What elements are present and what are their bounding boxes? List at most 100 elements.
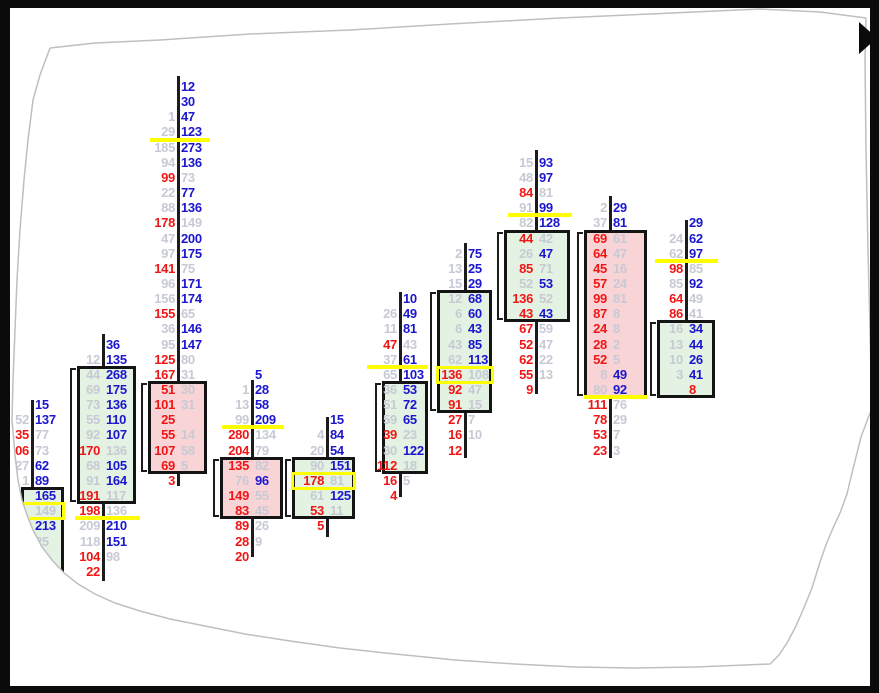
bid-volume: 47 <box>383 336 397 352</box>
bid-volume: 125 <box>154 351 175 367</box>
ask-volume: 68 <box>468 291 482 307</box>
bid-volume: 22 <box>161 185 175 201</box>
ask-volume: 108 <box>468 366 489 382</box>
ask-volume: 34 <box>689 321 703 337</box>
ask-volume: 81 <box>613 291 627 307</box>
bid-volume: 69 <box>86 382 100 397</box>
ask-volume: 49 <box>613 366 627 382</box>
bid-volume: 185 <box>154 139 175 155</box>
bid-volume: 15 <box>519 154 533 170</box>
bid-volume: 2 <box>600 200 607 216</box>
frame-top <box>0 0 879 8</box>
ask-volume: 29 <box>468 275 482 291</box>
ask-volume: 49 <box>689 291 703 307</box>
bid-volume: 37 <box>593 215 607 231</box>
ask-volume: 29 <box>613 200 627 216</box>
bid-volume: 67 <box>519 321 533 337</box>
bid-volume: 48 <box>519 169 533 185</box>
bid-volume: 43 <box>448 336 462 352</box>
bid-volume: 97 <box>161 245 175 261</box>
bid-volume: 64 <box>669 291 683 307</box>
ask-volume: 75 <box>468 245 482 261</box>
ask-volume: 8 <box>689 382 696 397</box>
bid-volume: 136 <box>512 291 533 307</box>
ask-volume: 175 <box>106 382 127 397</box>
bid-volume: 11 <box>383 321 397 337</box>
ask-volume: 36 <box>106 336 120 352</box>
ask-volume: 31 <box>181 366 195 382</box>
ask-volume: 81 <box>539 185 553 201</box>
bid-volume: 37 <box>383 351 397 367</box>
highlight-line-8 <box>584 395 647 400</box>
ask-volume: 146 <box>181 321 202 337</box>
ask-volume: 8 <box>613 321 620 337</box>
upper-wick-8 <box>609 196 612 230</box>
ask-volume: 47 <box>468 382 482 397</box>
highlight-box-6 <box>436 365 494 384</box>
bid-volume: 12 <box>448 291 462 307</box>
ask-volume: 71 <box>539 260 553 276</box>
ask-volume: 43 <box>468 321 482 337</box>
bid-volume: 85 <box>669 275 683 291</box>
ask-volume: 47 <box>613 245 627 261</box>
bid-volume: 47 <box>161 230 175 246</box>
ask-volume: 8 <box>613 306 620 322</box>
ask-volume: 42 <box>539 230 553 246</box>
ask-volume: 43 <box>539 306 553 322</box>
bid-volume: 43 <box>519 306 533 322</box>
lower-wick-7 <box>535 322 538 394</box>
bid-volume: 16 <box>669 321 683 337</box>
upper-wick-2 <box>177 76 180 381</box>
body-bracket-7 <box>497 231 503 321</box>
bid-volume: 28 <box>593 336 607 352</box>
ask-volume: 65 <box>181 306 195 322</box>
ask-volume: 97 <box>689 245 703 261</box>
bid-volume: 29 <box>161 124 175 140</box>
bid-volume: 92 <box>448 382 462 397</box>
bid-volume: 9 <box>526 382 533 397</box>
ask-volume: 29 <box>689 215 703 231</box>
bid-volume: 136 <box>441 366 462 382</box>
bid-volume: 13 <box>448 260 462 276</box>
bid-volume: 94 <box>161 154 175 170</box>
ask-volume: 44 <box>689 336 703 352</box>
bid-volume: 1 <box>168 109 175 125</box>
ask-volume: 41 <box>689 366 703 382</box>
upper-wick-1 <box>102 334 105 366</box>
bid-volume: 8 <box>600 366 607 382</box>
ask-volume: 5 <box>613 351 620 367</box>
bid-volume: 91 <box>519 200 533 216</box>
ask-volume: 5 <box>255 366 262 382</box>
bid-volume: 12 <box>86 351 100 367</box>
ask-volume: 200 <box>181 230 202 246</box>
bid-volume: 52 <box>519 336 533 352</box>
bid-volume: 99 <box>161 169 175 185</box>
ask-volume: 47 <box>181 109 195 125</box>
bid-volume: 156 <box>154 291 175 307</box>
bid-volume: 98 <box>669 260 683 276</box>
ask-volume: 47 <box>539 336 553 352</box>
ask-volume: 103 <box>403 366 424 382</box>
bid-volume: 6 <box>455 321 462 337</box>
bid-volume: 24 <box>593 321 607 337</box>
bid-volume: 45 <box>593 260 607 276</box>
ask-volume: 92 <box>613 382 627 397</box>
frame-left <box>0 0 10 693</box>
bid-volume: 84 <box>519 185 533 201</box>
bid-volume: 24 <box>669 230 683 246</box>
bid-volume: 167 <box>154 366 175 382</box>
ask-volume: 61 <box>403 351 417 367</box>
highlight-line-7 <box>508 213 572 218</box>
ask-volume: 10 <box>403 291 417 307</box>
ask-volume: 43 <box>403 336 417 352</box>
ask-volume: 53 <box>539 275 553 291</box>
body-bracket-9 <box>650 322 656 397</box>
ask-volume: 123 <box>181 124 202 140</box>
ask-volume: 85 <box>468 336 482 352</box>
bid-volume: 52 <box>593 351 607 367</box>
bid-volume: 88 <box>161 200 175 216</box>
ask-volume: 26 <box>689 351 703 367</box>
ask-volume: 99 <box>539 200 553 216</box>
bid-volume: 86 <box>669 306 683 322</box>
